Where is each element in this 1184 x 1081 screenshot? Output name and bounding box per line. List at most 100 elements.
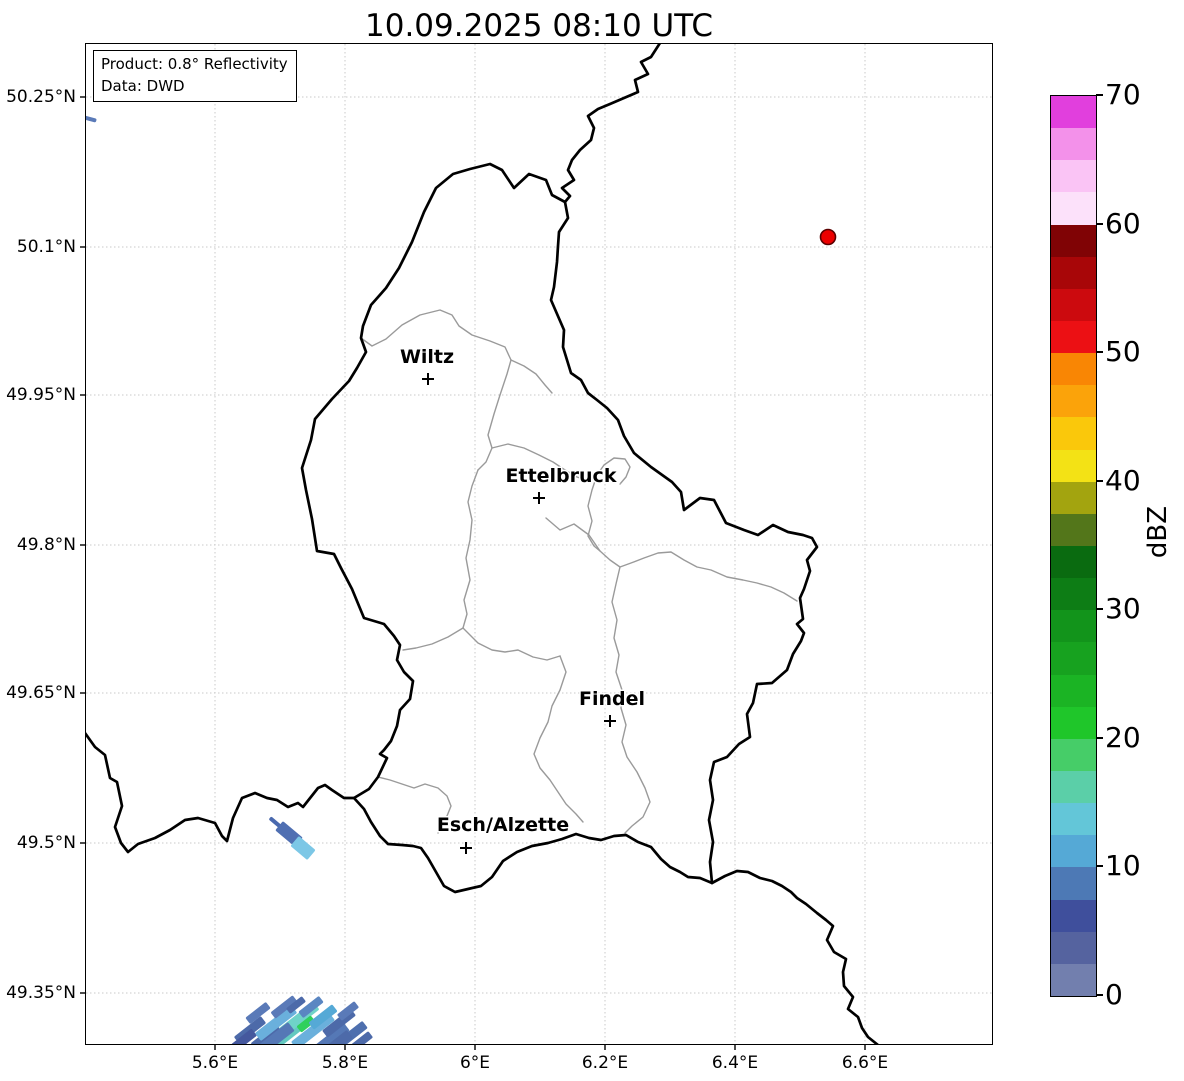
- district-border-line: [611, 566, 651, 834]
- district-border-line: [462, 469, 479, 629]
- colorbar-segment-0dbz: [1051, 963, 1096, 996]
- colorbar-segment-47.5dbz: [1051, 353, 1096, 386]
- x-tick-label: 6°E: [459, 1053, 491, 1073]
- echo-streak: [245, 1022, 295, 1044]
- district-border-line: [545, 517, 798, 602]
- echo-streak-esch: [291, 836, 315, 860]
- axis-tick-marks: [80, 96, 866, 1050]
- grid-lines: [86, 44, 992, 1044]
- colorbar-segment-5dbz: [1051, 899, 1096, 932]
- echo-streak: [298, 996, 324, 1018]
- colorbar-segment-20dbz: [1051, 706, 1096, 739]
- city-label: Ettelbruck: [506, 465, 617, 487]
- colorbar-tick-mark: [1096, 865, 1103, 868]
- y-tick-label: 50.1°N: [16, 237, 76, 257]
- y-tick-label: 50.25°N: [6, 87, 76, 107]
- colorbar-tick-label: 0: [1105, 978, 1123, 1011]
- colorbar-segment-37.5dbz: [1051, 481, 1096, 514]
- colorbar-segment-55dbz: [1051, 256, 1096, 289]
- colorbar-tick-mark: [1096, 994, 1103, 996]
- colorbar-segment-57.5dbz: [1051, 224, 1096, 257]
- map-title: 10.09.2025 08:10 UTC: [365, 8, 713, 44]
- echo-streak: [351, 1031, 373, 1044]
- colorbar-tick-label: 70: [1105, 78, 1141, 111]
- plot-frame: [85, 43, 993, 1045]
- colorbar-tick-label: 30: [1105, 592, 1141, 626]
- colorbar-tick-label: 50: [1105, 335, 1141, 369]
- border-france-germany: [710, 869, 879, 1044]
- colorbar-segment-65dbz: [1051, 128, 1096, 161]
- colorbar-segment-60dbz: [1051, 192, 1096, 225]
- radar-echoes: [86, 115, 373, 1044]
- x-tick-label: 6.6°E: [841, 1053, 889, 1073]
- colorbar-segment-50dbz: [1051, 321, 1096, 354]
- district-border-line: [462, 627, 561, 661]
- border-belgium-germany: [560, 44, 661, 204]
- radar-site-dot: [819, 228, 837, 246]
- country-borders: [86, 44, 879, 1044]
- colorbar-segment-17.5dbz: [1051, 738, 1096, 772]
- colorbar-segment-22.5dbz: [1051, 674, 1096, 707]
- district-borders: [360, 309, 798, 834]
- x-tick-label: 5.8°E: [321, 1053, 369, 1073]
- district-border-line: [510, 359, 553, 394]
- x-tick-label: 6.2°E: [581, 1053, 629, 1073]
- radar-site-marker: [819, 228, 837, 246]
- colorbar-segment-15dbz: [1051, 771, 1096, 804]
- colorbar-tick-label: 60: [1105, 206, 1141, 240]
- district-border-line: [491, 443, 631, 485]
- city-label: Esch/Alzette: [437, 814, 569, 836]
- echo-streak: [337, 1001, 359, 1021]
- city-label: Wiltz: [400, 346, 454, 368]
- colorbar-tick-mark: [1096, 351, 1103, 354]
- colorbar-segment-52.5dbz: [1051, 288, 1096, 322]
- y-tick-label: 49.65°N: [6, 683, 76, 703]
- colorbar-unit-label: dBZ: [1143, 505, 1173, 559]
- echo-streak: [297, 1015, 315, 1033]
- colorbar-tick-label: 40: [1105, 463, 1141, 497]
- border-luxembourg: [300, 162, 819, 894]
- echo-streak: [231, 1029, 257, 1044]
- colorbar-segment-40dbz: [1051, 449, 1096, 482]
- echo-streak: [286, 996, 306, 1014]
- colorbar-tick-label: 10: [1105, 849, 1141, 883]
- colorbar-segment-32.5dbz: [1051, 546, 1096, 579]
- colorbar-segment-30dbz: [1051, 578, 1096, 611]
- district-border-line: [402, 627, 464, 651]
- colorbar-tick-label: 20: [1105, 720, 1141, 754]
- colorbar-tick-mark: [1096, 479, 1103, 482]
- y-tick-label: 49.95°N: [6, 385, 76, 405]
- city-labels: Wiltz Ettelbruck Findel Esch/Alzette: [398, 345, 647, 854]
- border-france-belgium: [86, 732, 356, 854]
- echo-fleck-north: [86, 115, 97, 123]
- colorbar-segment-2.5dbz: [1051, 931, 1096, 964]
- colorbar-segment-42.5dbz: [1051, 417, 1096, 450]
- data-source-line: Data: DWD: [101, 77, 185, 95]
- colorbar-tick-mark: [1096, 94, 1103, 96]
- colorbar-tick-mark: [1096, 222, 1103, 225]
- echo-streak: [309, 1004, 337, 1030]
- echo-streak: [312, 1023, 350, 1044]
- city-label: Findel: [579, 688, 645, 710]
- colorbar-segment-27.5dbz: [1051, 610, 1096, 643]
- echo-streak: [245, 1002, 271, 1024]
- colorbar-segment-45dbz: [1051, 385, 1096, 418]
- district-border-line: [377, 776, 452, 834]
- echo-streak: [271, 995, 297, 1019]
- echo-streak: [255, 1005, 297, 1041]
- colorbar-segment-7.5dbz: [1051, 867, 1096, 900]
- district-border-line: [360, 309, 512, 471]
- x-tick-label: 6.4°E: [711, 1053, 759, 1073]
- y-tick-label: 49.8°N: [16, 535, 76, 555]
- colorbar-segment-35dbz: [1051, 513, 1096, 547]
- product-line: Product: 0.8° Reflectivity: [101, 55, 288, 73]
- reflectivity-colorbar: [1050, 95, 1097, 997]
- echo-streak: [323, 1030, 353, 1044]
- colorbar-tick-mark: [1096, 608, 1103, 611]
- colorbar-segment-62.5dbz: [1051, 160, 1096, 193]
- colorbar-segment-25dbz: [1051, 642, 1096, 675]
- colorbar-segment-10dbz: [1051, 835, 1096, 868]
- colorbar-segment-67.5dbz: [1051, 96, 1096, 129]
- product-info-box: Product: 0.8° Reflectivity Data: DWD: [93, 50, 297, 102]
